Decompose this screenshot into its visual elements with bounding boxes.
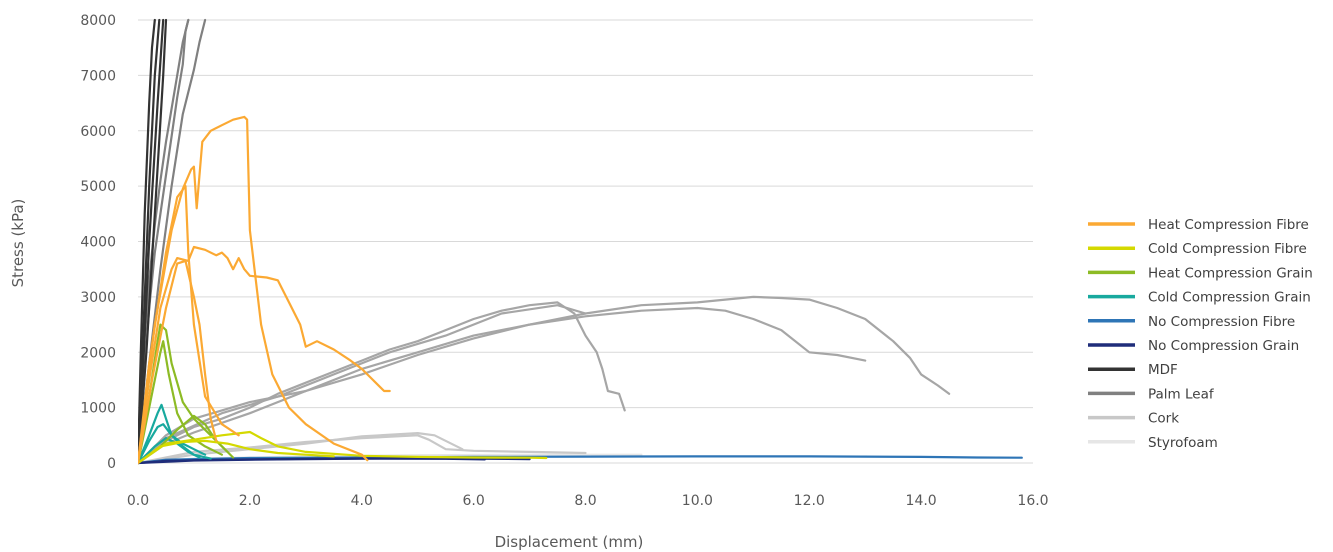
series-palm-leaf-long-curves- (138, 295, 951, 465)
legend-label: Cold Compression Grain (1148, 290, 1311, 306)
series-curve (138, 340, 223, 465)
legend-label: Heat Compression Fibre (1148, 217, 1309, 233)
series-no-compression-grain (138, 457, 531, 465)
series-curve (138, 304, 587, 465)
legend-item: MDF (1088, 362, 1178, 378)
y-tick-label: 4000 (80, 235, 116, 251)
series-curve (138, 301, 626, 465)
series-curve (138, 430, 548, 465)
legend: Heat Compression Fibre Cold Compression F… (1088, 217, 1313, 451)
y-tick-label: 7000 (80, 68, 116, 84)
series-curve (138, 457, 486, 465)
legend-item: Heat Compression Grain (1088, 265, 1313, 281)
legend-item: Heat Compression Fibre (1088, 217, 1309, 233)
series-heat-compression-fibre (138, 115, 391, 465)
series-cold-compression-fibre (138, 430, 548, 465)
legend-label: Cork (1148, 411, 1179, 427)
series-curve (138, 245, 391, 465)
series-layer (138, 18, 1023, 465)
legend-label: No Compression Grain (1148, 338, 1299, 354)
legend-label: Palm Leaf (1148, 386, 1215, 402)
series-curve (138, 295, 951, 465)
legend-item: No Compression Grain (1088, 338, 1299, 354)
legend-item: Palm Leaf (1088, 386, 1215, 402)
legend-item: No Compression Fibre (1088, 314, 1295, 330)
x-tick-label: 12.0 (794, 493, 825, 509)
series-curve (138, 423, 207, 465)
legend-item: Cold Compression Fibre (1088, 241, 1307, 257)
legend-item: Styrofoam (1088, 435, 1218, 451)
series-curve (138, 437, 201, 465)
legend-label: MDF (1148, 362, 1178, 378)
x-tick-label: 10.0 (682, 493, 713, 509)
x-tick-label: 4.0 (351, 493, 373, 509)
series-curve (138, 18, 168, 465)
series-mdf (138, 18, 168, 465)
legend-item: Cold Compression Grain (1088, 290, 1311, 306)
y-tick-label: 2000 (80, 345, 116, 361)
x-tick-label: 0.0 (127, 493, 149, 509)
y-tick-label: 3000 (80, 290, 116, 306)
series-cold-compression-grain (138, 403, 212, 465)
axis-layer: 0 1000 2000 3000 4000 5000 6000 7000 8000 0.0 2.0 4… (80, 13, 1048, 509)
legend-label: No Compression Fibre (1148, 314, 1295, 330)
series-curve (138, 18, 156, 465)
legend-item: Cork (1088, 411, 1179, 427)
y-tick-label: 8000 (80, 13, 116, 29)
x-tick-label: 6.0 (462, 493, 484, 509)
series-curve (138, 323, 235, 465)
x-tick-label: 14.0 (906, 493, 937, 509)
y-tick-label: 5000 (80, 179, 116, 195)
x-tick-label: 8.0 (574, 493, 596, 509)
y-tick-label: 0 (107, 456, 116, 472)
series-curve (138, 306, 867, 465)
series-curve (138, 455, 1023, 465)
x-tick-label: 2.0 (239, 493, 261, 509)
series-curve (138, 18, 161, 465)
series-curve (138, 434, 587, 465)
legend-label: Heat Compression Grain (1148, 265, 1313, 281)
legend-label: Cold Compression Fibre (1148, 241, 1307, 257)
x-axis-title: Displacement (mm) (495, 533, 644, 551)
series-curve (138, 439, 335, 465)
series-curve (138, 115, 369, 465)
x-tick-label: 16.0 (1017, 493, 1048, 509)
y-tick-label: 1000 (80, 401, 116, 417)
series-curve (138, 18, 165, 465)
y-tick-label: 6000 (80, 124, 116, 140)
legend-label: Styrofoam (1148, 435, 1218, 451)
series-curve (138, 259, 218, 465)
y-axis-title: Stress (kPa) (9, 199, 27, 288)
series-no-compression-fibre (138, 455, 1023, 465)
